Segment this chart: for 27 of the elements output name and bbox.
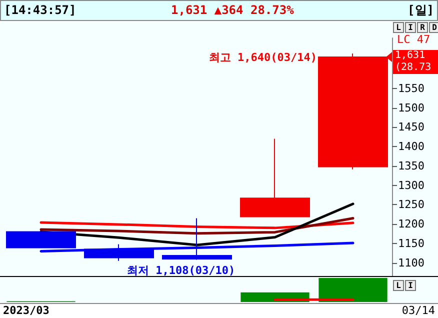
- y-tick-label: 1200: [398, 218, 424, 231]
- y-tick-label: 1350: [398, 159, 424, 172]
- y-tick-label: 1450: [398, 120, 424, 134]
- annotation: 1,631 (28.73: [393, 50, 438, 74]
- y-tick-label: 1100: [398, 256, 424, 270]
- chart-subtitle: 1,631 ▲364 28.73%: [171, 2, 294, 19]
- text: 03/14: [402, 304, 435, 317]
- annotation: LC 47: [397, 33, 430, 46]
- line-series: [40, 216, 354, 235]
- y-tick-label: 1150: [398, 236, 424, 250]
- annotation: 최저 1,108(03/10): [127, 264, 236, 277]
- candlestick: [318, 53, 388, 170]
- chart-title: [14:43:57]: [4, 2, 76, 19]
- y-tick-label: 1250: [398, 198, 424, 212]
- y-tick-label: 1550: [398, 82, 424, 95]
- annotation: L I: [395, 280, 414, 291]
- text: L I R D: [395, 22, 438, 33]
- candlestick: [240, 138, 310, 218]
- annotation: 최고 1,640(03/14): [208, 51, 317, 64]
- y-tick-label: 1400: [398, 140, 424, 154]
- y-tick-label: 1500: [398, 101, 424, 114]
- y-tick-label: 1300: [398, 178, 424, 192]
- text: [일]: [408, 2, 434, 19]
- text: 2023/03: [3, 304, 50, 317]
- candlestick: [6, 231, 76, 248]
- candlestick: [162, 218, 232, 260]
- candlestick: [84, 244, 154, 262]
